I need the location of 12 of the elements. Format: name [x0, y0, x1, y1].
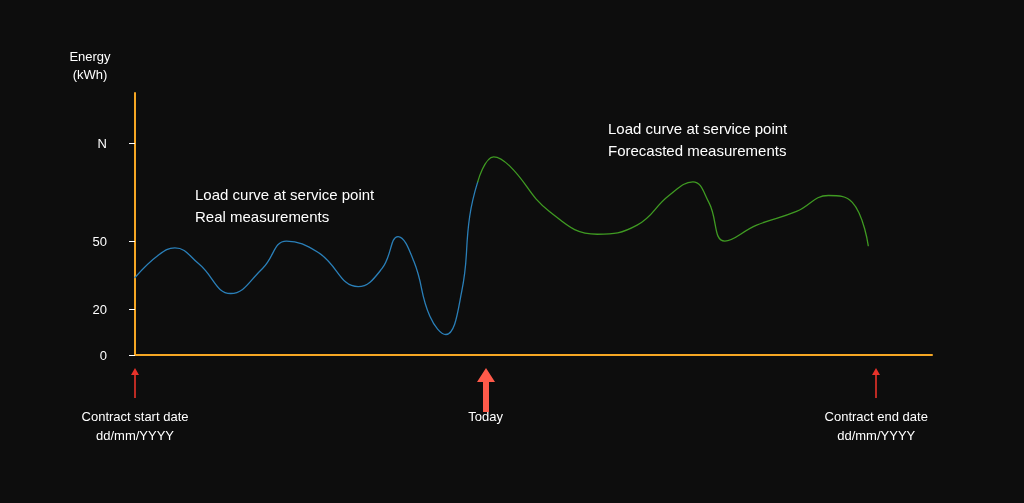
- series-label: Load curve at service point Real measurements: [195, 185, 376, 225]
- x-tick-label: Contract start date dd/mm/YYYY: [81, 409, 189, 443]
- y-tick-label: 50: [92, 233, 107, 249]
- y-tick-label: 20: [92, 301, 107, 317]
- x-tick-label: Today: [468, 409, 504, 424]
- y-tick-label: 0: [99, 347, 107, 363]
- y-tick-label: N: [97, 135, 107, 151]
- line-series: [134, 181, 479, 336]
- y-axis-title: Energy (kWh): [69, 48, 112, 82]
- text: Load curve at service point Forecasted measurements: [608, 119, 789, 159]
- x-tick-label: Contract end date dd/mm/YYYY: [824, 409, 928, 443]
- line-series: [477, 156, 869, 247]
